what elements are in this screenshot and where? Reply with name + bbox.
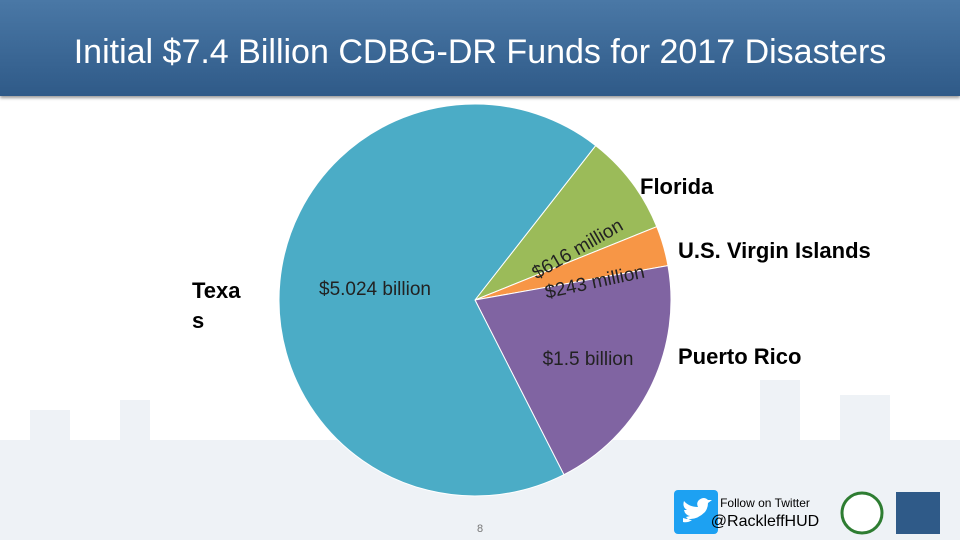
category-label: Texas — [192, 278, 241, 333]
pie-slice — [474, 264, 672, 476]
slide-title: Initial $7.4 Billion CDBG-DR Funds for 2… — [0, 0, 960, 96]
twitter-icon — [674, 490, 718, 534]
handle-text: @RackleffHUD — [711, 513, 819, 530]
pie-slice — [278, 103, 597, 497]
category-label: Puerto Rico — [678, 344, 801, 369]
value-label: $5.024 billion — [319, 279, 431, 300]
follow-text: Follow on Twitter — [720, 496, 810, 510]
category-label: U.S. Virgin Islands — [678, 238, 871, 263]
page-number: 8 — [477, 523, 483, 535]
logos — [840, 491, 940, 535]
value-label: $1.5 billion — [543, 349, 634, 370]
category-label: Florida — [640, 174, 714, 199]
pie-slice — [473, 144, 658, 302]
